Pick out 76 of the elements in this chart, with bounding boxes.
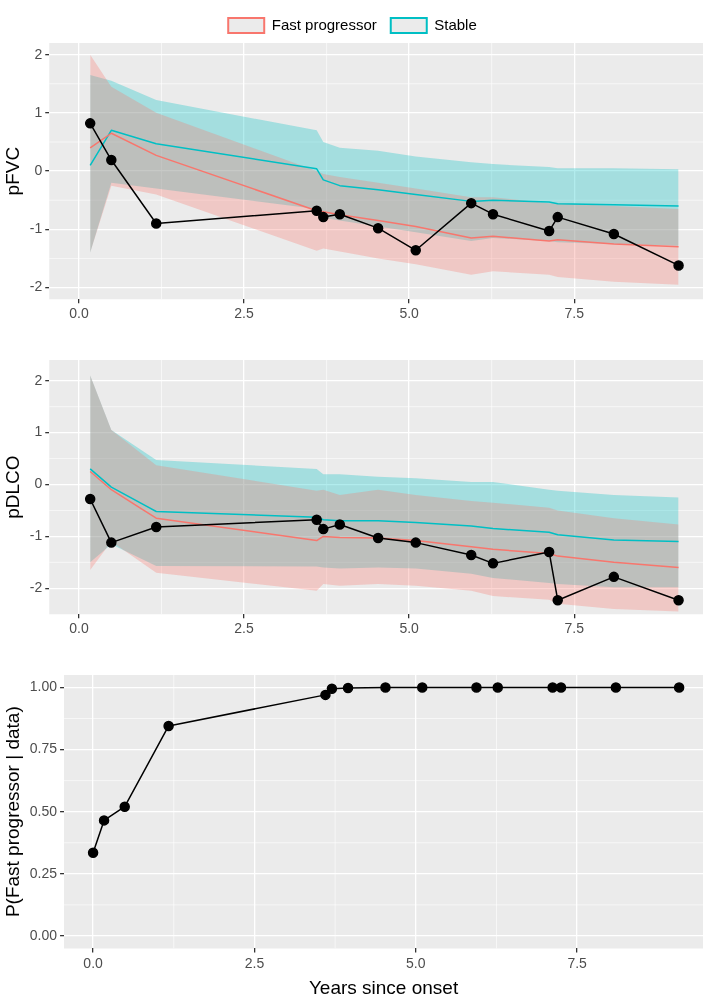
y-tick-label: 1.00 — [29, 678, 58, 695]
point — [372, 532, 384, 544]
x-tick-label: 0.0 — [69, 620, 89, 637]
point — [555, 682, 567, 693]
point — [106, 537, 117, 548]
y-tick-label: 0.75 — [29, 740, 58, 757]
point — [492, 682, 504, 693]
x-tick-label: 2.5 — [234, 620, 254, 637]
point — [471, 682, 482, 693]
y-axis-title: pDLCO — [1, 455, 23, 519]
point — [326, 683, 338, 694]
point — [320, 689, 331, 701]
point — [673, 682, 685, 693]
y-tick-label: 0.00 — [29, 926, 58, 943]
point — [673, 260, 684, 271]
y-tick-label: -2 — [29, 579, 43, 596]
y-axis-title: P(Fast progressor | data) — [1, 706, 23, 918]
point — [465, 197, 477, 209]
point — [150, 218, 162, 229]
y-axis-title: pFVC — [1, 146, 23, 196]
point — [150, 521, 162, 533]
x-tick-label: 2.5 — [234, 305, 254, 322]
point — [311, 205, 322, 216]
point — [311, 514, 322, 526]
point — [552, 594, 563, 606]
point — [610, 682, 622, 693]
x-tick-label: 5.0 — [399, 305, 420, 322]
point — [608, 228, 620, 240]
y-tick-label: 2 — [34, 371, 43, 388]
point — [84, 118, 96, 129]
point — [119, 801, 130, 812]
point — [487, 208, 499, 220]
x-tick-label: 2.5 — [244, 954, 265, 971]
point — [318, 211, 329, 223]
y-tick-label: 0 — [34, 161, 43, 178]
point — [342, 682, 354, 694]
point — [543, 225, 555, 237]
point — [372, 222, 384, 234]
point — [380, 682, 391, 693]
x-tick-label: 5.0 — [399, 620, 420, 637]
point — [417, 682, 428, 693]
point — [543, 546, 555, 558]
x-tick-label: 7.5 — [564, 620, 585, 637]
y-tick-label: 1 — [34, 423, 43, 440]
point — [163, 720, 174, 732]
point — [84, 493, 96, 505]
point — [487, 558, 499, 569]
y-tick-label: -1 — [29, 527, 43, 544]
y-tick-label: 1 — [34, 103, 43, 120]
point — [673, 594, 684, 606]
point — [410, 537, 421, 548]
point — [318, 523, 329, 535]
x-tick-label: 0.0 — [69, 305, 89, 322]
y-tick-label: -1 — [29, 220, 43, 237]
y-tick-label: 0.25 — [29, 864, 58, 881]
point — [334, 208, 346, 220]
point — [106, 154, 117, 166]
legend-label: Fast progressor — [271, 15, 377, 33]
y-tick-label: -2 — [29, 278, 43, 295]
x-tick-label: 7.5 — [564, 305, 585, 322]
x-tick-label: 0.0 — [83, 954, 104, 971]
x-tick-label: 7.5 — [567, 954, 588, 971]
y-tick-label: 0.50 — [29, 802, 58, 819]
point — [608, 571, 620, 583]
point — [334, 519, 346, 530]
legend-label: Stable — [434, 15, 477, 33]
point — [87, 847, 99, 858]
y-tick-label: 2 — [34, 45, 43, 62]
x-tick-label: 5.0 — [406, 954, 426, 971]
point — [410, 245, 421, 256]
point — [98, 815, 110, 826]
point — [552, 211, 563, 223]
y-tick-label: 0 — [34, 475, 43, 492]
x-axis-title: Years since onset — [308, 976, 459, 998]
point — [465, 549, 477, 561]
point — [547, 682, 558, 693]
